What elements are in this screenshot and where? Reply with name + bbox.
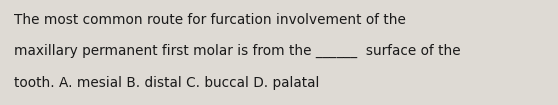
- Text: maxillary permanent first molar is from the ______  surface of the: maxillary permanent first molar is from …: [14, 44, 460, 58]
- Text: The most common route for furcation involvement of the: The most common route for furcation invo…: [14, 13, 406, 27]
- Text: tooth. A. mesial B. distal C. buccal D. palatal: tooth. A. mesial B. distal C. buccal D. …: [14, 76, 319, 90]
